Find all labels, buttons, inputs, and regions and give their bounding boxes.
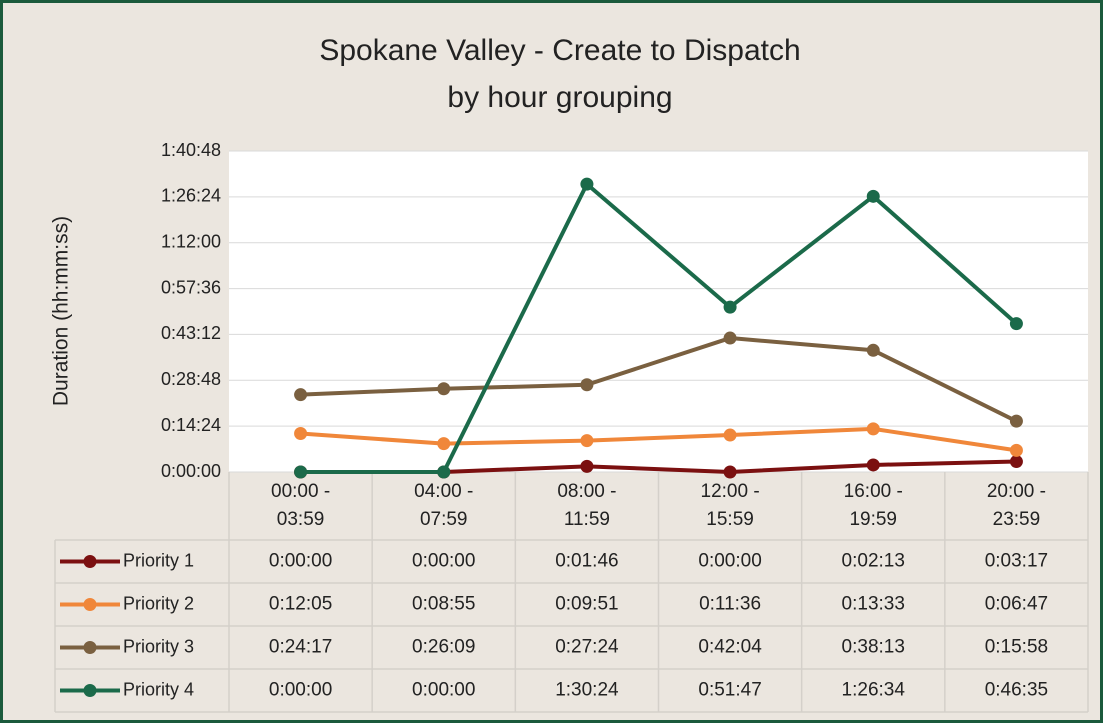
- table-value: 0:00:00: [412, 551, 475, 572]
- table-value: 0:24:17: [269, 637, 332, 658]
- table-value: 0:27:24: [555, 637, 619, 658]
- y-tick-label: 0:57:36: [161, 277, 221, 297]
- x-tick-label-box: 12:00 - 15:59: [700, 481, 760, 530]
- table-value: 0:00:00: [269, 551, 332, 572]
- data-point: [580, 177, 594, 191]
- x-tick-label: 20:00 - 23:59: [986, 481, 1046, 530]
- data-point: [1009, 414, 1023, 428]
- data-point: [1009, 455, 1023, 469]
- x-tick-label: 00:00 - 03:59: [271, 481, 331, 530]
- table-value: 0:13:33: [842, 594, 905, 615]
- series-line: [300, 426, 1017, 453]
- x-tick-label-box: 20:00 - 23:59: [986, 481, 1046, 530]
- legend-label: Priority 1: [123, 550, 194, 570]
- series-line: [300, 182, 1018, 474]
- y-tick-label: 0:43:12: [161, 323, 221, 343]
- data-point: [723, 300, 737, 314]
- table-value: 0:26:09: [412, 637, 475, 658]
- data-point: [1009, 317, 1023, 331]
- y-tick-label: 0:14:24: [161, 415, 221, 435]
- data-point: [723, 331, 737, 345]
- y-tick-label: 1:40:48: [161, 140, 221, 160]
- y-tick-label: 1:26:24: [161, 186, 221, 206]
- series-line: [300, 336, 1018, 423]
- data-point: [437, 465, 451, 479]
- table-value: 0:08:55: [412, 594, 475, 615]
- table-value: 0:51:47: [698, 680, 761, 701]
- data-point: [580, 378, 594, 392]
- data-point: [294, 427, 308, 441]
- x-tick-label: 04:00 - 07:59: [414, 481, 474, 530]
- legend-key-marker: [83, 598, 97, 611]
- table-value: 0:42:04: [698, 637, 762, 658]
- data-point: [723, 465, 737, 479]
- data-point: [437, 437, 451, 451]
- x-tick-label: 16:00 - 19:59: [843, 481, 903, 530]
- data-point: [580, 434, 594, 448]
- table-value: 1:30:24: [555, 680, 619, 701]
- table-value: 0:00:00: [698, 551, 761, 572]
- table-value: 0:12:05: [269, 594, 332, 615]
- table-value: 0:00:00: [269, 680, 332, 701]
- table-value: 0:00:00: [412, 680, 475, 701]
- legend-label: Priority 4: [123, 679, 194, 699]
- table-value: 0:02:13: [842, 551, 905, 572]
- data-point: [866, 458, 880, 472]
- table-value: 1:26:34: [842, 680, 906, 701]
- y-tick-label: 0:00:00: [161, 461, 221, 481]
- data-point: [723, 428, 737, 442]
- data-point: [1009, 443, 1023, 457]
- plot-area: [229, 151, 1088, 472]
- table-value: 0:15:58: [985, 637, 1048, 658]
- data-point: [294, 388, 308, 402]
- chart-title: Spokane Valley - Create to Dispatch: [319, 34, 800, 67]
- table-value: 0:11:36: [699, 594, 761, 615]
- data-point: [866, 343, 880, 357]
- table-value: 0:01:46: [555, 551, 618, 572]
- data-point: [580, 459, 594, 473]
- x-tick-label: 08:00 - 11:59: [557, 481, 617, 530]
- table-value: 0:09:51: [555, 594, 618, 615]
- data-point: [437, 382, 451, 396]
- y-axis-label: Duration (hh:mm:ss): [50, 216, 73, 406]
- chart-subtitle: by hour grouping: [447, 81, 672, 114]
- y-tick-label: 1:12:00: [161, 231, 221, 251]
- x-tick-label-box: 04:00 - 07:59: [414, 481, 474, 530]
- table-value: 0:46:35: [985, 680, 1048, 701]
- legend-label: Priority 3: [123, 636, 194, 656]
- table-value: 0:03:17: [985, 551, 1048, 572]
- x-tick-label: 12:00 - 15:59: [700, 481, 760, 530]
- x-tick-label-box: 08:00 - 11:59: [557, 481, 617, 530]
- legend-label: Priority 2: [123, 593, 194, 613]
- data-point: [294, 465, 308, 479]
- x-tick-label-box: 16:00 - 19:59: [843, 481, 903, 530]
- table-value: 0:38:13: [842, 637, 905, 658]
- x-tick-label-box: 00:00 - 03:59: [271, 481, 331, 530]
- y-tick-label: 0:28:48: [161, 369, 221, 389]
- table-value: 0:06:47: [985, 594, 1048, 615]
- legend-key-marker: [83, 555, 97, 568]
- legend-key-marker: [83, 641, 97, 654]
- legend-key-marker: [83, 684, 97, 697]
- data-point: [866, 189, 880, 203]
- data-point: [866, 422, 880, 436]
